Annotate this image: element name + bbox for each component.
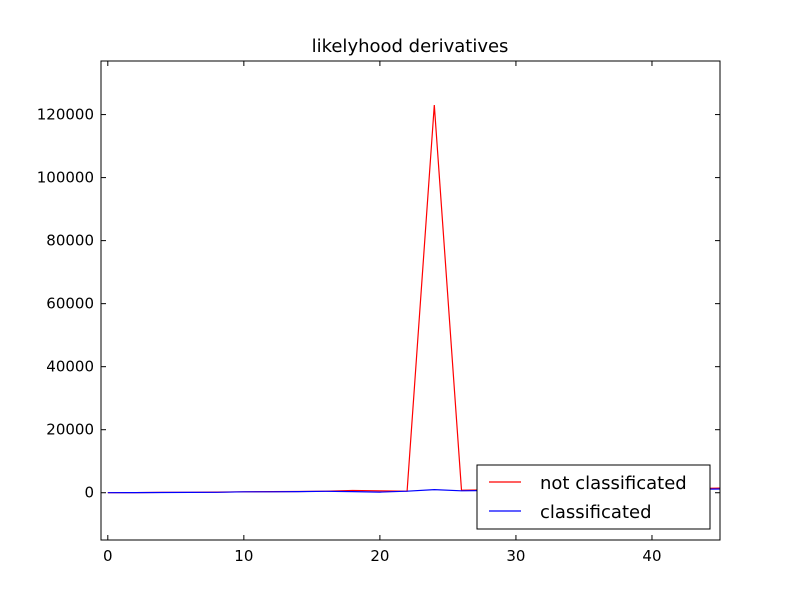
plot-frame [100,60,721,541]
x-tick-label: 40 [642,547,661,565]
y-tick-label: 40000 [46,358,94,376]
legend-label-classificated: classificated [540,502,652,523]
y-tick-label: 80000 [46,232,94,250]
y-tick-label: 0 [84,484,94,502]
x-tick-label: 20 [370,547,389,565]
y-tick-label: 100000 [37,169,94,187]
chart-title: likelyhood derivatives [312,36,509,57]
x-tick-label: 30 [506,547,525,565]
x-tick-label: 0 [103,547,113,565]
y-tick-label: 120000 [37,106,94,124]
legend-label-not-classificated: not classificated [540,473,687,494]
legend: not classificated classificated [476,464,711,530]
x-axis-ticks: 0 10 20 30 40 [103,61,662,565]
legend-box [476,464,711,530]
y-axis-ticks: 0 20000 40000 60000 80000 100000 120000 [37,106,720,502]
y-tick-label: 60000 [46,295,94,313]
x-tick-label: 10 [234,547,253,565]
y-tick-label: 20000 [46,421,94,439]
